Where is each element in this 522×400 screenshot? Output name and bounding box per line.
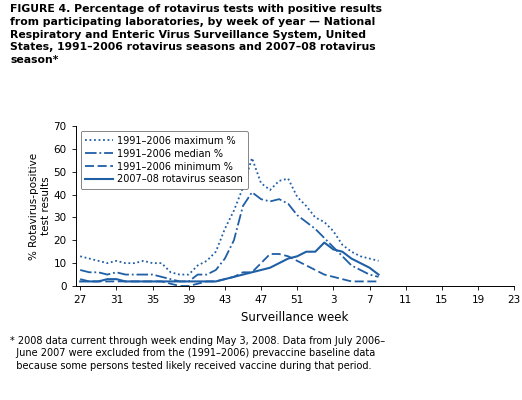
X-axis label: Surveillance week: Surveillance week (241, 310, 349, 324)
Legend: 1991–2006 maximum %, 1991–2006 median %, 1991–2006 minimum %, 2007–08 rotavirus : 1991–2006 maximum %, 1991–2006 median %,… (80, 131, 248, 189)
Text: FIGURE 4. Percentage of rotavirus tests with positive results
from participating: FIGURE 4. Percentage of rotavirus tests … (10, 4, 383, 65)
Y-axis label: % Rotavirus-positive
test results: % Rotavirus-positive test results (29, 152, 51, 260)
Text: * 2008 data current through week ending May 3, 2008. Data from July 2006–
  June: * 2008 data current through week ending … (10, 336, 386, 371)
